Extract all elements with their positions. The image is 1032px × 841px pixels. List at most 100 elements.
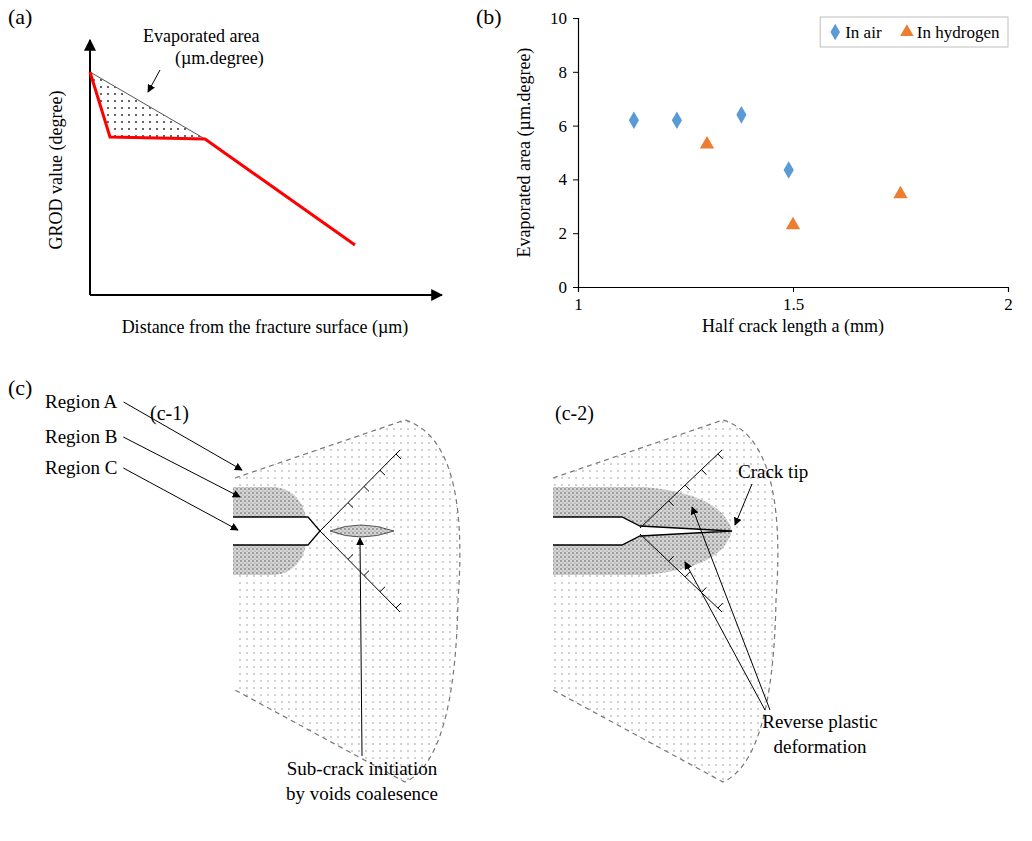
dislocation [348,554,353,559]
y-axis: 0 2 4 6 8 10 [550,9,579,297]
point [786,217,800,229]
y-axis-title: Evaporated area (µm.degree) [514,48,535,258]
y-tick-mark [573,18,578,19]
point [672,111,682,129]
y-tick-label: 4 [559,170,568,189]
marks [629,106,908,229]
dislocation [685,572,690,577]
annotation-text: Sub-crack initiation [287,758,438,779]
y-axis-title: GROD value (degree) [46,91,67,250]
figure: (a) Evaporated area(µm.degree) GROD value … [0,0,1032,841]
y-tick-mark [573,233,578,234]
x-tick-label: 2 [1004,295,1013,314]
y-tick: 10 [550,9,578,28]
sub-panel-c2: (c-2) Crack tip Reverse plastic deformation [553,402,878,782]
y-tick: 8 [559,63,579,82]
y-tick-label: 2 [559,224,568,243]
y-tick-label: 0 [559,278,568,297]
slip-line [320,450,400,531]
x-tick-mark [1008,287,1009,292]
legend-label: In hydrogen [917,23,1000,42]
y-tick-label: 6 [559,117,568,136]
y-axis-line [573,19,579,288]
legend-marker [830,24,840,41]
annotation-arrow [360,538,362,756]
legend-label: In air [845,23,882,42]
dislocation [718,454,723,459]
dislocation [380,587,385,592]
point [893,186,907,198]
y-tick: 6 [559,117,579,136]
annotation-text: Evaporated area [143,26,259,46]
region-label: Region C [45,457,117,478]
x-axis-title: Half crack length a (mm) [702,316,884,337]
y-tick-mark [573,126,578,127]
x-axis-line [579,288,1009,293]
legend-item: In air [830,23,881,42]
slip-line [640,534,722,612]
x-axis: 11.52 [574,287,1013,314]
dislocation [702,470,707,475]
y-tick: 4 [559,170,579,189]
x-tick-mark [793,287,794,292]
annotation-arrow [735,484,752,525]
region-label: Region A [45,391,118,412]
dislocation [669,556,674,561]
legend: In air In hydrogen [830,23,1000,42]
y-tick-mark [573,179,578,180]
region-b [233,487,306,517]
legend-marker [900,24,914,36]
sub-panel-label: (c-1) [150,402,189,425]
legend-item: In hydrogen [900,23,1000,42]
dislocation [348,503,353,508]
legend-box [820,17,1008,47]
panel-c: (c)(c-1)Region ARegion BRegion CSub-crac… [8,375,878,804]
grod-profile [90,72,355,245]
dislocation [364,571,369,576]
x-tick: 1 [574,287,583,314]
point [784,161,794,179]
dislocation [685,485,690,490]
panel-label: (a) [8,4,32,29]
dislocation [380,470,385,475]
crack-face [233,517,320,545]
annotation-text: by voids coalesence [286,783,438,804]
x-tick-label: 1.5 [783,295,804,314]
plastic-zone [235,420,460,782]
x-axis-title: Distance from the fracture surface (µm) [122,317,409,338]
x-axis-line [90,294,442,296]
annotation-text: (µm.degree) [175,48,264,69]
x-tick-label: 1 [574,295,583,314]
annotation-text: Crack tip [738,461,808,482]
region-arrow [123,468,238,530]
sub-panel-c1: (c-1)Region ARegion BRegion CSub-crack i… [45,391,460,804]
sub-crack [330,525,394,537]
crack [233,517,320,545]
sub-panel-label: (c-2) [555,402,594,425]
region-arrow [123,437,240,497]
point [629,111,639,129]
region-arrow [124,402,242,470]
point [700,136,714,148]
x-tick: 2 [1004,287,1013,314]
y-tick: 0 [559,278,579,297]
x-tick: 1.5 [783,287,804,314]
point [736,106,746,124]
annotation-arrow [685,562,765,710]
y-tick-mark [573,72,578,73]
panel-label: (c) [8,375,32,400]
plastic-zone-outline [235,420,460,782]
panel-label: (b) [476,4,502,29]
annotation-text: deformation [774,736,867,757]
panel-b: (b)11.520246810Half crack length a (mm)E… [476,4,1013,337]
region-b [233,545,306,575]
annotation-text: Reverse plastic [762,711,878,732]
annotation-arrow [148,70,160,92]
y-tick: 2 [559,224,579,243]
y-tick-label: 10 [550,9,567,28]
dislocation [669,501,674,506]
y-tick-label: 8 [559,63,568,82]
dislocation [718,603,723,608]
annotation-arrow [692,507,770,710]
dislocation [396,454,401,459]
